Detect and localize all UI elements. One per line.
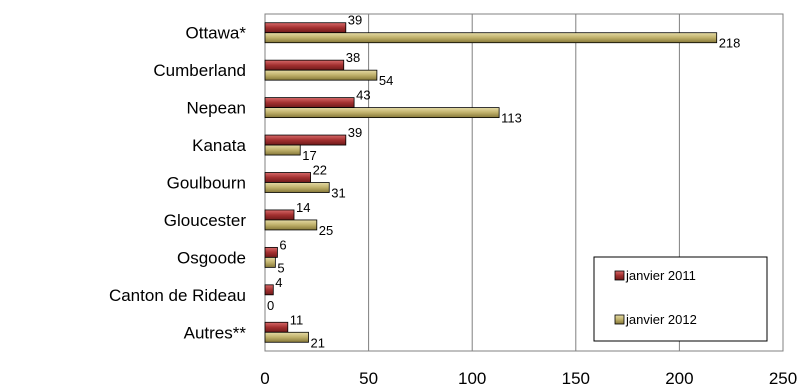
category-label-canton-de-rideau: Canton de Rideau	[109, 286, 246, 305]
category-label-ottawa: Ottawa*	[186, 24, 247, 43]
x-tick-labels: 0 50 100 150 200 250	[260, 369, 797, 386]
data-label-autres-janvier-2012: 21	[311, 335, 325, 350]
data-label-kanata-janvier-2012: 17	[302, 148, 316, 163]
data-label-ottawa-janvier-2012: 218	[719, 36, 741, 51]
category-label-autres: Autres**	[184, 323, 247, 342]
data-label-nepean-janvier-2012: 113	[501, 111, 522, 126]
data-label-ottawa-janvier-2011: 39	[348, 13, 362, 28]
data-label-gloucester-janvier-2011: 14	[296, 200, 310, 215]
bar-autres-janvier-2011	[264, 321, 289, 333]
bar-gloucester-janvier-2012	[264, 219, 318, 231]
bar-canton-de-rideau-janvier-2011	[264, 284, 274, 296]
bar-kanata-janvier-2011	[264, 134, 347, 146]
bar-nepean-janvier-2011	[264, 97, 355, 109]
x-tick-label-200: 200	[665, 369, 693, 386]
legend-swatch-2012	[614, 314, 625, 325]
data-label-osgoode-janvier-2012: 5	[277, 260, 284, 275]
bar-gloucester-janvier-2011	[264, 209, 295, 221]
category-label-kanata: Kanata	[192, 136, 246, 155]
x-tick-label-250: 250	[769, 369, 797, 386]
category-labels: Ottawa* Cumberland Nepean Kanata Goulbourn Gl…	[109, 24, 247, 343]
bar-cumberland-janvier-2011	[264, 59, 345, 71]
category-label-cumberland: Cumberland	[153, 61, 246, 80]
data-label-gloucester-janvier-2012: 25	[319, 223, 333, 238]
legend-label-2011: janvier 2011	[625, 268, 696, 283]
data-label-cumberland-janvier-2012: 54	[379, 73, 393, 88]
data-label-cumberland-janvier-2011: 38	[346, 50, 360, 65]
x-tick-label-0: 0	[260, 369, 269, 386]
bar-ottawa-janvier-2012	[264, 32, 718, 44]
category-label-nepean: Nepean	[186, 99, 246, 118]
data-label-goulbourn-janvier-2011: 22	[313, 163, 327, 178]
x-tick-label-150: 150	[562, 369, 590, 386]
bar-ottawa-janvier-2011	[264, 22, 347, 34]
category-label-gloucester: Gloucester	[164, 211, 247, 230]
bars	[264, 22, 718, 343]
legend-swatch-2011	[614, 270, 625, 281]
data-label-nepean-janvier-2011: 43	[356, 88, 370, 103]
x-tick-label-50: 50	[359, 369, 378, 386]
legend-label-2012: janvier 2012	[625, 312, 697, 327]
data-label-kanata-janvier-2011: 39	[348, 125, 362, 140]
bar-cumberland-janvier-2012	[264, 69, 378, 81]
data-label-canton-de-rideau-janvier-2012: 0	[267, 298, 274, 313]
data-label-goulbourn-janvier-2012: 31	[331, 186, 345, 201]
bar-nepean-janvier-2012	[264, 107, 500, 119]
bar-goulbourn-janvier-2011	[264, 172, 311, 183]
data-label-autres-janvier-2011: 11	[290, 312, 304, 327]
data-label-canton-de-rideau-janvier-2011: 4	[275, 275, 282, 290]
x-tick-label-100: 100	[458, 369, 486, 386]
legend: janvier 2011 janvier 2012	[593, 256, 768, 342]
bar-osgoode-janvier-2012	[264, 256, 276, 268]
bar-goulbourn-janvier-2012	[264, 182, 330, 193]
bar-kanata-janvier-2012	[264, 144, 301, 156]
category-label-osgoode: Osgoode	[177, 248, 246, 267]
category-label-goulbourn: Goulbourn	[167, 174, 246, 193]
data-label-osgoode-janvier-2011: 6	[279, 237, 286, 252]
bar-autres-janvier-2012	[264, 331, 309, 343]
bar-osgoode-janvier-2011	[264, 246, 278, 258]
